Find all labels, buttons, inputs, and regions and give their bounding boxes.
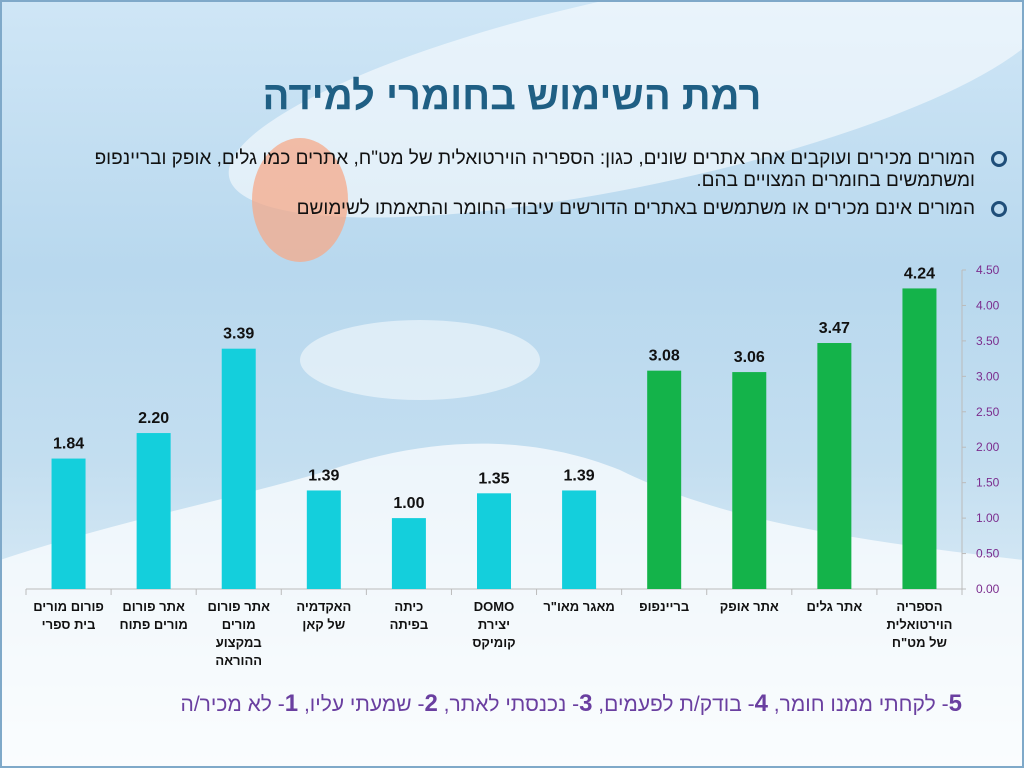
bar <box>477 493 511 589</box>
bar <box>391 518 426 589</box>
scale-text: - לא מכיר/ה <box>180 693 285 716</box>
data-label: 1.39 <box>564 467 595 484</box>
x-tick-label: ההוראה <box>215 653 262 668</box>
y-tick-label: 1.50 <box>976 476 1000 490</box>
x-tick-label: האקדמיה <box>296 599 351 614</box>
x-tick-label: של קאן <box>302 617 345 632</box>
slide-title: רמת השימוש בחומרי למידה <box>262 74 762 118</box>
x-tick-label: של מט"ח <box>892 635 947 650</box>
scale-number: 1 <box>284 690 299 717</box>
data-label: 1.35 <box>478 470 509 487</box>
rating-scale-legend: 5- לקחתי ממנו חומר, 4- בודק/ת לפעמים, 3-… <box>40 690 962 718</box>
x-tick-label: אתר אופק <box>720 599 779 614</box>
scale-number: 5 <box>948 690 962 717</box>
data-label: 1.84 <box>53 436 84 453</box>
bullet-item: המורים מכירים ועוקבים אחר אתרים שונים, כ… <box>60 148 1007 192</box>
bar-chart: 0.00 0.50 1.00 1.50 2.00 2.50 3.00 3.50 4.00 4.50… <box>25 263 1000 668</box>
x-tick-label: מורים <box>222 617 256 632</box>
x-tick-label: במקצוע <box>216 635 262 650</box>
scale-number: 2 <box>424 690 438 717</box>
y-tick-label: 0.50 <box>976 547 1000 561</box>
x-tick-label: אתר פורום <box>122 599 185 614</box>
scale-text: - שמעתי עליו, <box>298 693 425 716</box>
y-tick-label: 1.00 <box>976 511 1000 525</box>
x-tick-label: קומיקס <box>472 635 515 650</box>
bar <box>306 490 341 589</box>
y-tick-label: 2.50 <box>976 405 1000 419</box>
x-tick-label: מורים פתוח <box>119 617 187 632</box>
x-tick-label: אתר גלים <box>806 599 862 614</box>
x-tick-label: בית ספרי <box>42 617 96 632</box>
data-label: 3.08 <box>649 348 680 365</box>
x-tick-label: הוירטואלית <box>886 617 952 632</box>
y-tick-label: 4.50 <box>976 263 1000 277</box>
x-tick-label: בפיתה <box>390 617 429 632</box>
scale-text: - בודק/ת לפעמים, <box>592 693 755 716</box>
scale-text: - לקחתי ממנו חומר, <box>767 693 949 716</box>
x-tick-label: אתר פורום <box>207 599 270 614</box>
scale-text: - נכנסתי לאתר, <box>437 693 580 716</box>
scale-number: 3 <box>579 690 593 717</box>
x-tick-label: פורום מורים <box>33 599 104 614</box>
x-tick-label: יצירת <box>478 617 510 632</box>
data-label: 4.24 <box>904 265 935 282</box>
y-tick-label: 2.00 <box>976 440 1000 454</box>
data-label: 1.39 <box>308 467 339 484</box>
bullet-text: המורים אינם מכירים או משתמשים באתרים הדו… <box>296 198 975 219</box>
x-tick-label: בריינפופ <box>639 599 689 614</box>
y-tick-label: 3.00 <box>976 369 1000 383</box>
x-tick-label: הספריה <box>896 599 942 614</box>
bar <box>221 348 256 589</box>
data-label: 3.47 <box>819 320 850 337</box>
x-tick-label: DOMO <box>474 599 514 614</box>
bullet-list: המורים מכירים ועוקבים אחר אתרים שונים, כ… <box>60 148 1007 226</box>
bar <box>732 372 767 589</box>
x-tick-label: מאגר מאו"ר <box>543 599 615 614</box>
y-tick-label: 4.00 <box>976 298 1000 312</box>
data-label: 3.39 <box>223 326 254 343</box>
bar <box>647 370 682 589</box>
x-tick-label: כיתה <box>394 599 423 614</box>
bullet-circle-icon <box>991 201 1007 217</box>
bar <box>902 288 937 589</box>
bullet-item: המורים אינם מכירים או משתמשים באתרים הדו… <box>60 198 1007 220</box>
bar <box>136 433 171 589</box>
y-tick-label: 3.50 <box>976 334 1000 348</box>
data-label: 3.06 <box>734 349 765 366</box>
data-label: 2.20 <box>138 410 169 427</box>
bar <box>817 343 852 589</box>
bullet-text: המורים מכירים ועוקבים אחר אתרים שונים, כ… <box>94 148 975 191</box>
y-tick-label: 0.00 <box>976 582 1000 596</box>
bullet-circle-icon <box>991 151 1007 167</box>
bar <box>51 458 86 589</box>
bar <box>562 490 597 589</box>
scale-number: 4 <box>754 690 768 717</box>
data-label: 1.00 <box>393 495 424 512</box>
